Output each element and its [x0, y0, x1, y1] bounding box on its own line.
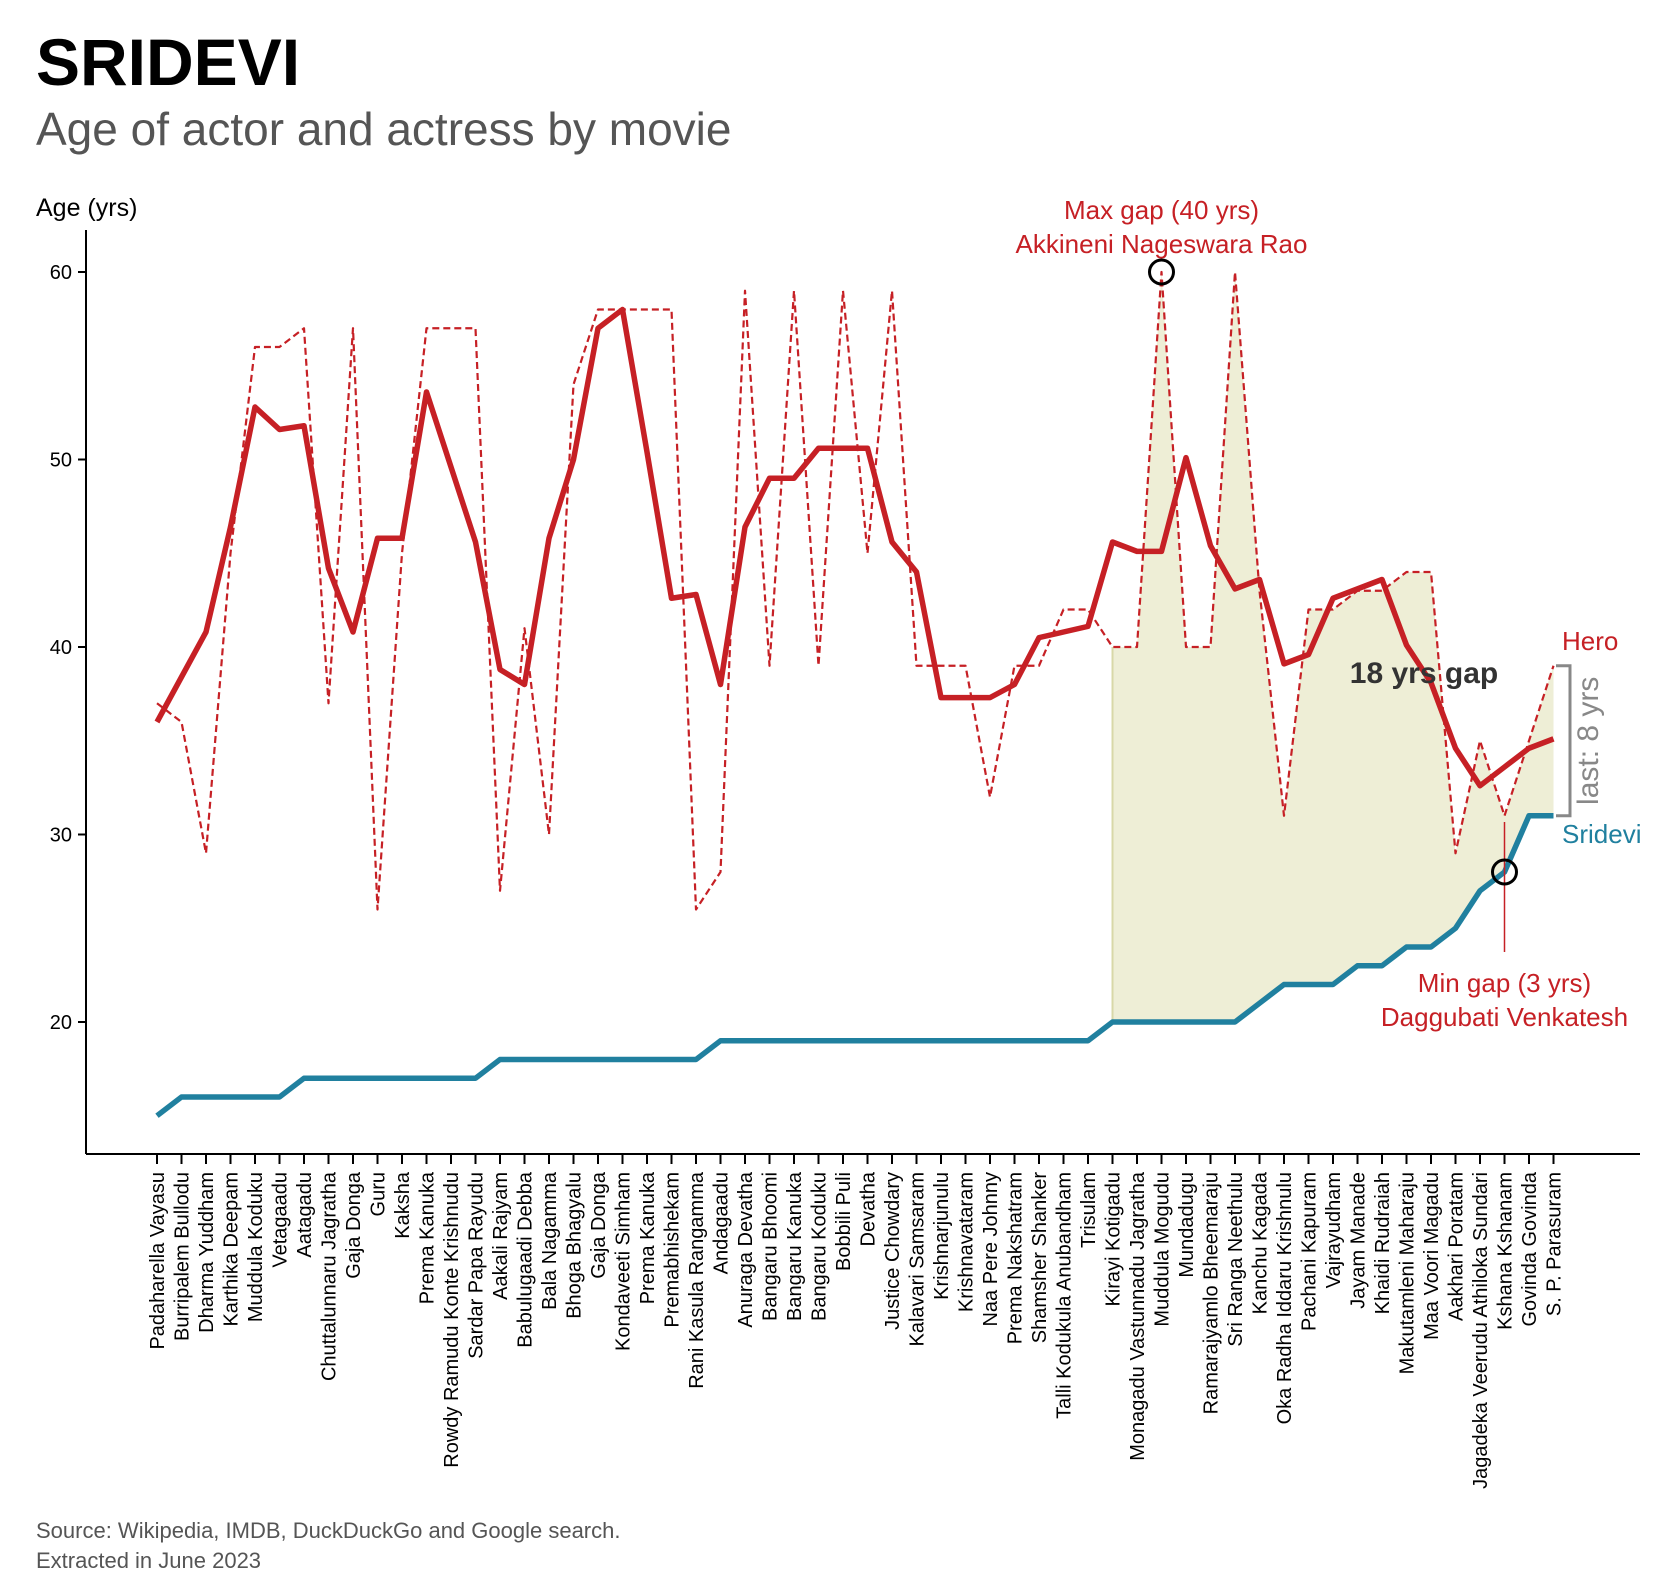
x-tick-label: Pachani Kapuram [1299, 1172, 1321, 1331]
x-tick-label: Bangaru Bhoomi [760, 1172, 782, 1321]
x-tick-label: Ramarajyamlo Bheemaraju [1201, 1172, 1223, 1414]
hero-series-label: Hero [1562, 626, 1618, 656]
x-tick-label: Kalavari Samsaram [907, 1172, 929, 1347]
x-tick-label: Bangaru Koduku [809, 1172, 831, 1321]
x-tick-label: Naa Pere Johnny [980, 1172, 1002, 1327]
x-tick-label: Mundadugu [1176, 1172, 1198, 1278]
x-tick-label: Bangaru Kanuka [784, 1171, 806, 1321]
x-tick-label: Karthika Deepam [221, 1172, 243, 1327]
x-tick-label: Andagaadu [711, 1172, 733, 1274]
min-gap-name: Daggubati Venkatesh [1381, 1002, 1628, 1032]
x-tick-label: Makutamleni Maharaju [1397, 1172, 1419, 1374]
x-tick-label: Aakali Rajyam [490, 1172, 512, 1300]
min-gap-label: Min gap (3 yrs) [1418, 968, 1591, 998]
x-tick-label: Monagadu Vastunnadu Jagratha [1127, 1171, 1149, 1461]
x-tick-label: Bala Nagamma [539, 1171, 561, 1310]
x-tick-label: Trisulam [1078, 1172, 1100, 1248]
x-tick-label: Aatagadu [294, 1172, 316, 1258]
x-tick-label: Devatha [858, 1171, 880, 1246]
y-tick-label: 30 [50, 825, 72, 847]
x-tick-label: Krishnarjunulu [931, 1172, 953, 1300]
x-tick-label: Kirayi Kotigadu [1103, 1172, 1125, 1307]
x-tick-label: Rowdy Ramudu Konte Krishnudu [441, 1172, 463, 1468]
x-tick-label: Aakhari Poratam [1446, 1172, 1468, 1321]
x-tick-label: Rani Kasula Rangamma [686, 1171, 708, 1389]
x-tick-label: Talli Kodukula Anubandham [1054, 1172, 1076, 1419]
x-tick-label: S. P. Parasuram [1544, 1172, 1566, 1316]
x-tick-label: Oka Radha Iddaru Krishnulu [1274, 1172, 1296, 1424]
x-tick-label: Gaja Donga [588, 1171, 610, 1279]
x-tick-label: Guru [368, 1172, 390, 1216]
max-gap-label: Max gap (40 yrs) [1064, 195, 1259, 225]
max-gap-name: Akkineni Nageswara Rao [1016, 229, 1308, 259]
x-tick-label: Sardar Papa Rayudu [466, 1172, 488, 1359]
hero-age-line [156, 270, 1555, 911]
x-tick-label: Muddula Koduku [245, 1172, 267, 1322]
max-gap-marker [1148, 258, 1175, 286]
x-tick-label: Bhoga Bhagyalu [564, 1172, 586, 1319]
sridevi-age-line [155, 813, 1554, 1118]
x-tick-label: Prema Kanuka [637, 1171, 659, 1304]
y-tick-label: 60 [50, 262, 72, 284]
x-tick-label: Kaksha [392, 1171, 414, 1239]
y-axis-label: Age (yrs) [36, 194, 137, 222]
x-tick-label: Vajrayudham [1323, 1172, 1345, 1288]
x-tick-label: Muddula Mogudu [1152, 1172, 1174, 1327]
x-tick-label: Kshana Kshanam [1495, 1172, 1517, 1330]
min-gap-marker [1491, 858, 1518, 886]
x-tick-label: Premabhishekam [662, 1172, 684, 1328]
page-subtitle: Age of actor and actress by movie [36, 103, 732, 155]
x-tick-label: Padaharella Vayasu [147, 1172, 169, 1350]
gap-label: 18 yrs gap [1350, 657, 1498, 690]
x-tick-label: Bobbili Puli [833, 1172, 855, 1271]
source-line-2: Extracted in June 2023 [36, 1548, 262, 1573]
x-tick-label: Shamsher Shanker [1029, 1172, 1051, 1344]
last-gap-bracket [1556, 664, 1572, 818]
sridevi-series-label: Sridevi [1562, 819, 1641, 849]
source-note: Source: Wikipedia, IMDB, DuckDuckGo and … [36, 1516, 620, 1576]
x-tick-label: Anuraga Devatha [735, 1171, 757, 1328]
x-tick-label: Burripalem Bullodu [172, 1172, 194, 1341]
x-tick-label: Dharma Yuddham [196, 1172, 218, 1333]
x-tick-label: Gaja Donga [343, 1171, 365, 1279]
x-tick-label: Khaidi Rudraiah [1372, 1172, 1394, 1314]
source-line-1: Source: Wikipedia, IMDB, DuckDuckGo and … [36, 1518, 621, 1543]
gap-area [1112, 272, 1554, 1022]
x-tick-label: Jagadeka Veerudu Athiloka Sundari [1470, 1172, 1492, 1489]
x-tick-label: Maa Voori Magadu [1421, 1172, 1443, 1340]
hero-average-line [154, 306, 1555, 789]
page-title: SRIDEVI [36, 25, 301, 99]
x-tick-label: Chuttalunnaru Jagratha [319, 1171, 341, 1381]
x-tick-label: Sri Ranga Neethulu [1225, 1172, 1247, 1347]
x-tick-label: Justice Chowdary [882, 1172, 904, 1330]
x-tick-label: Kanchu Kagada [1250, 1171, 1272, 1314]
x-tick-label: Vetagaadu [270, 1172, 292, 1268]
x-tick-label: Krishnavataram [956, 1172, 978, 1312]
x-tick-label: Babulugaadi Debba [515, 1171, 537, 1348]
x-tick-label: Prema Kanuka [417, 1171, 439, 1304]
x-tick-label: Kondaveeti Simham [613, 1172, 635, 1351]
x-tick-label: Jayam Manade [1348, 1172, 1370, 1309]
y-tick-label: 50 [50, 450, 72, 472]
x-tick-label: Prema Nakshatram [1005, 1172, 1027, 1344]
y-tick-label: 20 [50, 1012, 72, 1034]
last-gap-label: last: 8 yrs [1572, 677, 1605, 805]
x-tick-label: Govinda Govinda [1519, 1171, 1541, 1326]
y-tick-label: 40 [50, 637, 72, 659]
